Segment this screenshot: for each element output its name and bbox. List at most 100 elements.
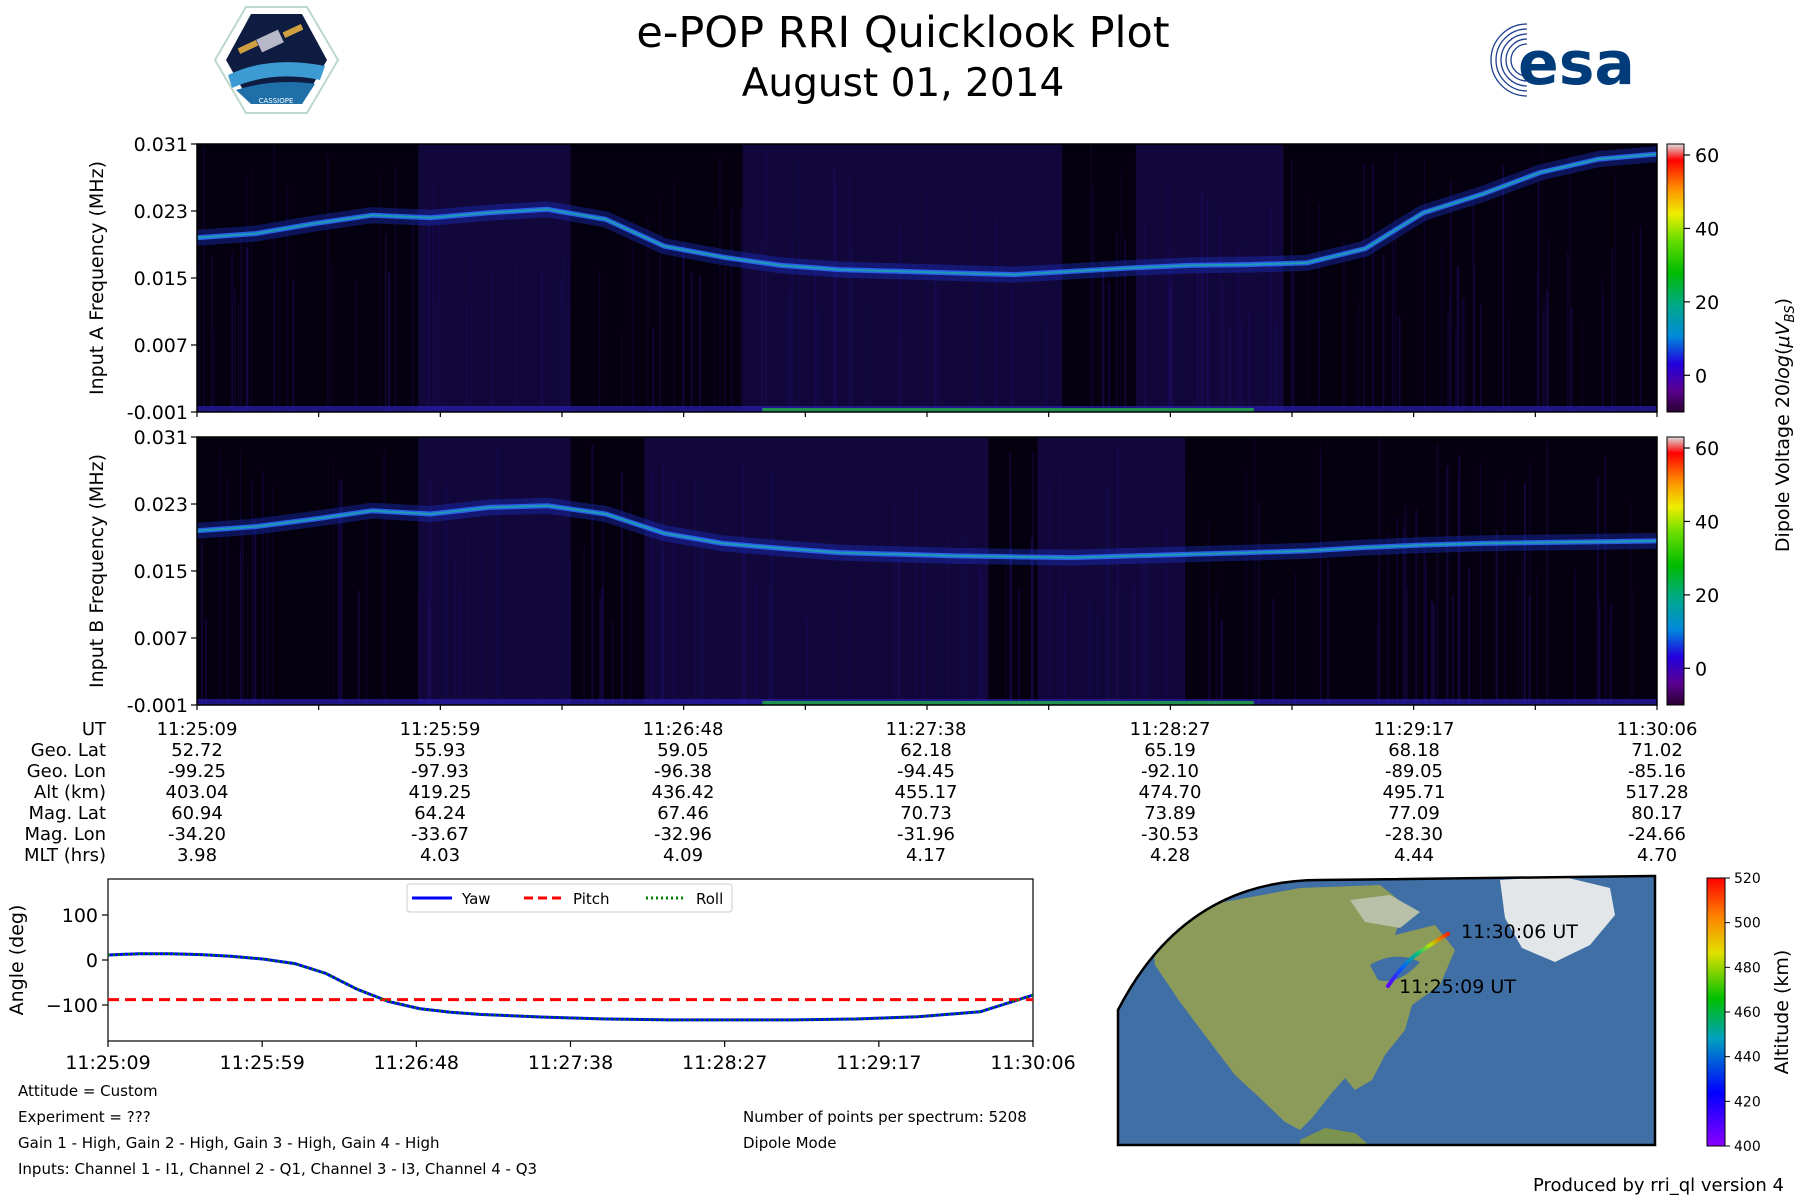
spectrogram-a-striation (213, 330, 215, 412)
legend-roll-label: Roll (696, 890, 723, 908)
voltage-colorbar: 60 40 20 0 60 40 20 0 Dipole Voltage 20log(μVBS… (1666, 143, 1798, 706)
spectrogram-b-striation (226, 479, 229, 705)
orbit-map: 11:25:09 UT 11:30:06 UT (1116, 874, 1657, 1147)
spectrogram-a-striation (1318, 203, 1320, 412)
spectrogram-a-striation (1460, 296, 1462, 412)
altitude-colorbar-tick-label: 420 (1734, 1094, 1761, 1110)
spectrogram-a-striation (1371, 163, 1375, 412)
spectrogram-a-dense-band (742, 144, 1063, 412)
ephemeris-time: 11:29:17 (1374, 719, 1455, 740)
mission-logo-text: CASSIOPE (259, 97, 294, 105)
spectrogram-a-striation (647, 217, 649, 412)
spectrogram-a-striation (1291, 160, 1293, 412)
spectrogram-a-striation (387, 273, 391, 412)
spectrogram-b-striation (1604, 455, 1607, 705)
legend-yaw-label: Yaw (461, 890, 491, 908)
ephemeris-value: -92.10 (1141, 761, 1199, 782)
spectrogram-a-striation (199, 259, 201, 412)
ephemeris-time: 11:28:27 (1130, 719, 1211, 740)
spectrogram-b-striation (1327, 561, 1330, 705)
spectrogram-a-striation (1292, 271, 1295, 412)
spectrogram-a-striation (1108, 285, 1110, 412)
spectrogram-a-striation (394, 166, 396, 412)
spectrogram-b-striation (601, 586, 604, 705)
spectrogram-b-striation (1294, 573, 1296, 705)
spectrogram-a-striation (690, 272, 693, 412)
spectrogram-b-striation (254, 517, 257, 705)
spectrogram-a-striation (1502, 166, 1505, 412)
spectrogram-a-striation (240, 232, 243, 412)
spectrogram-a-striation (1473, 264, 1476, 412)
spectrogram-b-striation (358, 590, 360, 705)
spectrogram-b-striation (1521, 555, 1524, 705)
spectrogram-a-striation (1602, 294, 1604, 412)
altitude-colorbar-bar (1706, 877, 1726, 1147)
spectrogram-a-ytick-label: 0.031 (134, 134, 188, 156)
note-inputs: Inputs: Channel 1 - I1, Channel 2 - Q1, … (18, 1160, 537, 1178)
spectrogram-b-striation (1452, 595, 1454, 705)
spectrogram-b-striation (1517, 578, 1519, 705)
attitude-xtick-label: 11:28:27 (682, 1052, 767, 1074)
spectrogram-b-striation (1610, 603, 1613, 705)
spectrogram-b-striation (1630, 499, 1632, 705)
spectrogram-b-striation (1430, 600, 1434, 705)
spectrogram-a-striation (652, 328, 655, 412)
spectrogram-b-striation (1597, 476, 1600, 705)
spectrogram-a-striation (1126, 317, 1128, 412)
attitude-xtick-label: 11:26:48 (374, 1052, 459, 1074)
spectrogram-b-striation (1405, 508, 1407, 705)
voltage-colorbar-a (1666, 143, 1685, 413)
map-end-label: 11:30:06 UT (1461, 921, 1578, 943)
spectrogram-b-striation (1030, 538, 1033, 705)
plot-date: August 01, 2014 (742, 61, 1065, 106)
spectrogram-b-dense-band (418, 437, 571, 705)
ephemeris-value: 517.28 (1626, 782, 1689, 803)
ephemeris-value: -96.38 (654, 761, 712, 782)
spectrogram-a-striation (412, 216, 414, 412)
spectrogram-b-striation (1468, 568, 1471, 705)
spectrogram-a-striation (292, 280, 295, 412)
spectrogram-a-striation (1542, 309, 1546, 412)
ephemeris-value: 71.02 (1631, 740, 1683, 761)
ephemeris-time: 11:27:38 (886, 719, 967, 740)
ephemeris-value: -32.96 (654, 824, 712, 845)
spectrogram-a-striation (384, 233, 387, 412)
spectrogram-b-striation (383, 451, 386, 705)
spectrogram-b-striation (612, 621, 614, 705)
map-frame (1116, 874, 1657, 1147)
spectrogram-a-striation (1456, 266, 1460, 412)
legend-pitch-label: Pitch (573, 890, 610, 908)
ephemeris-value: 436.42 (652, 782, 715, 803)
spectrogram-a-ylabel: Input A Frequency (MHz) (86, 161, 108, 395)
voltage-colorbar-tick-label: 0 (1695, 365, 1707, 387)
spectrogram-a-ytick-label: 0.023 (134, 201, 188, 223)
spectrogram-b-striation (1415, 509, 1418, 705)
attitude-series-roll (107, 952, 1034, 1022)
spectrogram-a-striation (740, 206, 743, 412)
spectrogram-a-striation (1357, 308, 1359, 412)
spectrogram-b-striation (1207, 521, 1210, 705)
ephemeris-value: 419.25 (409, 782, 472, 803)
spectrogram-a-striation (1536, 270, 1539, 412)
attitude-ylabel: Angle (deg) (6, 905, 28, 1016)
spectrogram-a-striation (273, 144, 276, 412)
spectrogram-b-striation (1529, 462, 1531, 705)
spectrogram-a-striation (277, 285, 280, 412)
spectrogram-a-striation (210, 257, 214, 412)
spectrogram-a-striation (380, 173, 382, 412)
ephemeris-value: -24.66 (1628, 824, 1686, 845)
spectrogram-a-striation (719, 158, 721, 412)
spectrogram-b-striation (242, 529, 244, 705)
spectrogram-a-striation (327, 155, 329, 412)
ephemeris-value: -30.53 (1141, 824, 1199, 845)
spectrogram-b-striation (583, 546, 585, 705)
spectrogram-b-striation (1536, 574, 1538, 705)
spectrogram-b-dense-band (1037, 437, 1186, 705)
spectrogram-b-striation (1423, 539, 1426, 705)
ephemeris-value: 62.18 (900, 740, 952, 761)
spectrogram-a-ytick-label: 0.007 (134, 335, 188, 357)
spectrogram-a-striation (1614, 172, 1616, 412)
spectrogram-b-striation (1479, 463, 1482, 705)
attitude-legend: Yaw Pitch Roll (406, 883, 733, 913)
